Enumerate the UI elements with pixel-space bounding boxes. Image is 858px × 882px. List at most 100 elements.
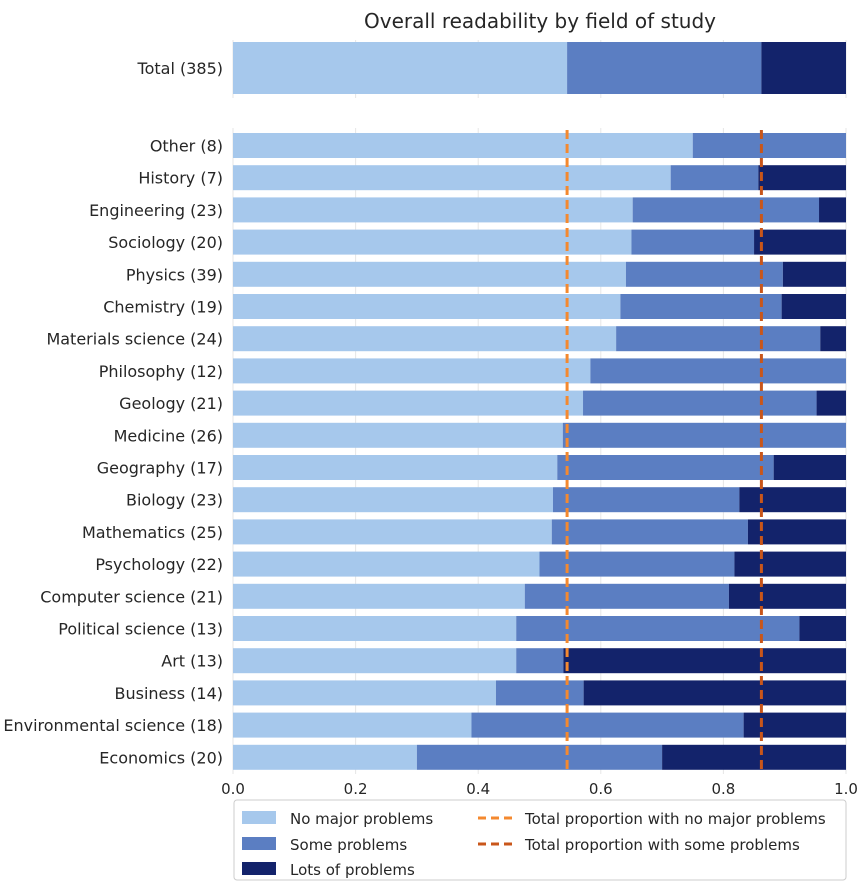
legend-label: Some problems — [290, 836, 407, 854]
bar-segment — [590, 358, 846, 384]
bar-segment — [557, 455, 774, 480]
bar-segment — [233, 744, 417, 770]
category-label: Computer science (21) — [40, 587, 223, 606]
chart-title: Overall readability by field of study — [364, 9, 716, 33]
category-label: Physics (39) — [126, 265, 223, 284]
bar-segment — [233, 294, 621, 319]
legend-label: No major problems — [290, 810, 433, 828]
bar-segment — [754, 229, 846, 255]
bar-segment — [233, 197, 633, 223]
bar-segment — [583, 680, 846, 706]
bar-segment — [233, 133, 693, 158]
bar-segment — [516, 616, 800, 641]
bar-segment — [616, 326, 821, 352]
bar-segment — [233, 487, 553, 513]
legend: No major problems Some problems Lots of pr… — [233, 799, 847, 881]
bar-segment — [233, 326, 617, 352]
bar-segment — [620, 294, 782, 319]
category-label: Art (13) — [161, 652, 223, 671]
category-label: Environmental science (18) — [3, 716, 223, 735]
x-tick-label: 0.8 — [711, 780, 735, 798]
legend-swatch — [242, 837, 276, 850]
x-tick-label: 1.0 — [834, 780, 858, 798]
total-label: Total (385) — [137, 59, 223, 78]
bar-segment — [583, 390, 817, 416]
bar-segment — [551, 519, 748, 545]
bar-segment — [728, 583, 846, 609]
category-label: Business (14) — [115, 684, 223, 703]
category-label: Engineering (23) — [89, 201, 223, 220]
total-bar-segment — [567, 42, 762, 94]
bar-segment — [632, 197, 820, 223]
bar-segment — [820, 326, 846, 352]
bar-segment — [524, 583, 729, 609]
bar-segment — [743, 712, 846, 738]
bar-segment — [539, 551, 735, 577]
bar-segment — [233, 712, 472, 738]
bar-segment — [495, 680, 584, 706]
category-label: Biology (23) — [126, 491, 223, 510]
category-label: Materials science (24) — [46, 330, 223, 349]
category-label: Chemistry (19) — [103, 298, 223, 317]
legend-frame — [233, 799, 847, 881]
bar-segment — [233, 358, 591, 384]
bar-segment — [233, 680, 496, 706]
bar-segment — [631, 229, 755, 255]
legend-label: Lots of problems — [290, 861, 415, 879]
bar-segment — [233, 229, 632, 255]
bar-segment — [233, 261, 626, 287]
legend-swatch — [242, 862, 276, 875]
x-tick-label: 0.2 — [344, 780, 368, 798]
category-label: Geography (17) — [97, 459, 223, 478]
bar-segment — [416, 744, 663, 770]
bar-segment — [233, 551, 540, 577]
bar-segment — [670, 165, 759, 191]
total-bar-segment — [233, 42, 568, 94]
bar-segment — [819, 197, 846, 223]
x-tick-label: 0.0 — [221, 780, 245, 798]
y-axis-labels: Total (385) Other (8) History (7) Engineeri… — [3, 59, 223, 767]
bar-segment — [739, 487, 846, 513]
reference-lines — [565, 130, 763, 774]
bar-segment — [233, 583, 525, 609]
legend-label: Total proportion with no major problems — [524, 810, 826, 828]
bar-segment — [516, 648, 564, 674]
total-bar-segment — [761, 42, 846, 94]
x-tick-label: 0.6 — [589, 780, 613, 798]
legend-swatch — [242, 811, 276, 824]
bar-segment — [233, 455, 558, 480]
category-label: Political science (13) — [58, 620, 223, 639]
bar-segment — [552, 487, 740, 513]
bar-segment — [563, 648, 846, 674]
category-label: Mathematics (25) — [82, 523, 223, 542]
bar-segment — [233, 648, 517, 674]
category-label: Economics (20) — [99, 748, 223, 767]
bar-segment — [233, 165, 671, 191]
x-axis-ticks: 0.0 0.2 0.4 0.6 0.8 1.0 — [221, 780, 858, 798]
bar-segment — [734, 551, 846, 577]
category-label: History (7) — [138, 169, 223, 188]
bar-segment — [781, 294, 846, 319]
category-label: Other (8) — [150, 137, 223, 156]
bar-segment — [816, 390, 846, 416]
bar-segment — [562, 422, 846, 448]
category-label: Philosophy (12) — [99, 362, 223, 381]
bar-segment — [773, 455, 846, 480]
bar-segment — [747, 519, 846, 545]
bar-segment — [233, 519, 552, 545]
bar-segment — [758, 165, 846, 191]
bar-segment — [782, 261, 846, 287]
bar-segment — [799, 616, 846, 641]
category-label: Psychology (22) — [95, 555, 223, 574]
category-label: Geology (21) — [119, 394, 223, 413]
bar-segment — [662, 744, 846, 770]
bar-segment — [625, 261, 783, 287]
category-label: Medicine (26) — [114, 426, 223, 445]
bar-segment — [233, 616, 517, 641]
bar-segment — [233, 422, 563, 448]
bar-segment — [233, 390, 584, 416]
x-tick-label: 0.4 — [466, 780, 490, 798]
category-label: Sociology (20) — [108, 233, 223, 252]
bar-segment — [471, 712, 744, 738]
